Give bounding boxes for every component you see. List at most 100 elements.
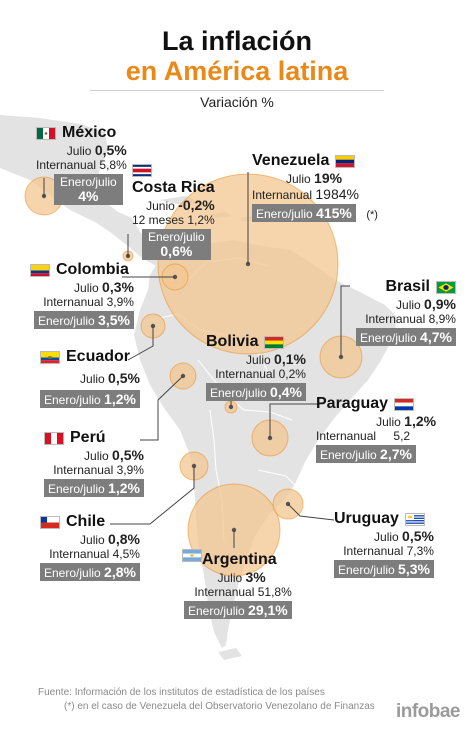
chile-flag-icon: [40, 515, 60, 529]
month-value: 19%: [314, 170, 343, 186]
year-value: 8,9%: [428, 312, 456, 326]
year-value: 1,2%: [187, 213, 215, 227]
colombia-flag-icon: [30, 263, 50, 277]
ytd-box: Enero/julio 0,4%: [206, 383, 306, 401]
ytd-value: 4,7%: [420, 329, 452, 345]
month-value: -0,2%: [178, 197, 215, 213]
ytd-box: Enero/julio 2,8%: [40, 563, 140, 581]
country-name: Venezuela: [252, 152, 330, 169]
country-name: México: [62, 124, 117, 141]
title-divider: [90, 90, 384, 91]
year-value: 51,8%: [257, 585, 292, 599]
ytd-label: Enero/julio: [44, 393, 101, 407]
country-block-venezuela: Venezuela Julio 19% Internanual 1984% En…: [252, 153, 378, 222]
brasil-leader: [340, 285, 350, 357]
ytd-value: 1,2%: [104, 391, 136, 407]
year-value: 5,8%: [99, 158, 127, 172]
paraguay-flag-icon: [394, 397, 415, 411]
ecuador-flag-icon: [40, 350, 60, 364]
year-label: Internanual: [215, 367, 276, 381]
year-label: Internanual: [252, 188, 313, 202]
ytd-box: Enero/julio 3,5%: [34, 311, 134, 329]
title-line-1: La inflación: [161, 26, 313, 56]
ytd-box: Enero/julio 4,7%: [356, 328, 456, 346]
ytd-label: Enero/julio: [188, 604, 245, 618]
subtitle: Variación %: [200, 94, 274, 110]
year-label: Internanual: [49, 547, 110, 561]
month-value: 0,8%: [108, 531, 140, 547]
ytd-box: Enero/julio 0,6%: [142, 229, 211, 261]
month-label: Julio: [396, 298, 421, 312]
ytd-value: 3,5%: [98, 312, 130, 328]
footnote-marker: (*): [366, 209, 378, 221]
ytd-value: 415%: [316, 205, 352, 221]
ytd-box: Enero/julio 1,2%: [44, 479, 144, 497]
ytd-label: Enero/julio: [148, 230, 205, 244]
country-name: Colombia: [56, 261, 129, 278]
source-note: Fuente: Información de los institutos de…: [38, 687, 325, 698]
country-block-peru: Perú Julio 0,5% Internanual 3,9% Enero/j…: [44, 430, 144, 497]
country-block-costa-rica: Costa Rica Junio -0,2% 12 meses 1,2% Ene…: [132, 164, 215, 261]
country-name: Paraguay: [316, 395, 389, 412]
country-block-bolivia: Bolivia Julio 0,1% Internanual 0,2% Ener…: [206, 334, 306, 401]
country-block-uruguay: Uruguay Julio 0,5% Internanual 7,3% Ener…: [334, 511, 434, 578]
ytd-label: Enero/julio: [320, 448, 377, 462]
country-block-chile: Chile Julio 0,8% Internanual 4,5% Enero/…: [40, 514, 140, 581]
country-name: Ecuador: [66, 348, 131, 365]
country-block-mexico: México Julio 0,5% Internanual 5,8% Enero…: [36, 124, 127, 206]
ytd-box: Enero/julio 415%: [252, 204, 356, 222]
ytd-value: 5,3%: [398, 561, 430, 577]
ytd-value: 1,2%: [108, 480, 140, 496]
ytd-value: 4%: [78, 187, 99, 204]
month-label: Julio: [80, 372, 105, 386]
peru-leader: [140, 375, 184, 441]
paraguay-leader: [269, 403, 318, 438]
ytd-box: Enero/julio 2,7%: [316, 445, 416, 463]
month-label: Junio: [146, 199, 175, 213]
ytd-label: Enero/julio: [256, 207, 313, 221]
footer-notes: Fuente: Información de los institutos de…: [38, 686, 375, 713]
country-name: Argentina: [202, 551, 277, 568]
ytd-label: Enero/julio: [48, 482, 105, 496]
ytd-box: Enero/julio 29,1%: [184, 601, 292, 619]
year-value: 3,9%: [116, 463, 144, 477]
ytd-label: Enero/julio: [60, 175, 117, 189]
country-name: Brasil: [385, 278, 430, 295]
country-name: Perú: [70, 429, 106, 446]
month-label: Julio: [84, 449, 109, 463]
month-label: Julio: [374, 530, 399, 544]
month-label: Julio: [286, 172, 311, 186]
peru-flag-icon: [44, 431, 64, 445]
uruguay-leader: [287, 503, 335, 521]
year-value: 0,2%: [278, 367, 306, 381]
tierra-del-fuego: [218, 648, 242, 660]
country-block-argentina: Argentina Julio 3% Internanual 51,8% Ene…: [182, 549, 292, 619]
month-label: Julio: [246, 353, 271, 367]
year-label: Internanual: [43, 295, 104, 309]
infobae-logo: infobae: [395, 701, 461, 722]
ytd-value: 2,7%: [380, 446, 412, 462]
ytd-value: 0,4%: [270, 384, 302, 400]
month-label: Julio: [376, 415, 401, 429]
year-label: Internanual: [36, 158, 97, 172]
year-value: 5,2: [393, 429, 411, 443]
country-name: Costa Rica: [132, 179, 215, 196]
ytd-box: Enero/julio 4%: [54, 174, 123, 206]
year-value: 1984%: [315, 186, 359, 202]
year-label: Internanual: [194, 585, 255, 599]
ytd-label: Enero/julio: [338, 563, 395, 577]
ytd-value: 29,1%: [248, 602, 288, 618]
venezuela-footnote: (*) en el caso de Venezuela del Observat…: [64, 700, 375, 712]
mexico-flag-icon: [36, 126, 56, 140]
year-value: 7,3%: [406, 544, 434, 558]
year-value: 4,5%: [112, 547, 140, 561]
month-value: 0,1%: [274, 351, 306, 367]
uruguay-flag-icon: [404, 512, 425, 526]
month-value: 0,5%: [108, 370, 140, 386]
country-name: Chile: [66, 513, 106, 530]
bolivia-flag-icon: [264, 335, 285, 349]
month-label: Julio: [66, 144, 92, 158]
ytd-label: Enero/julio: [360, 331, 417, 345]
month-value: 0,5%: [94, 142, 127, 158]
